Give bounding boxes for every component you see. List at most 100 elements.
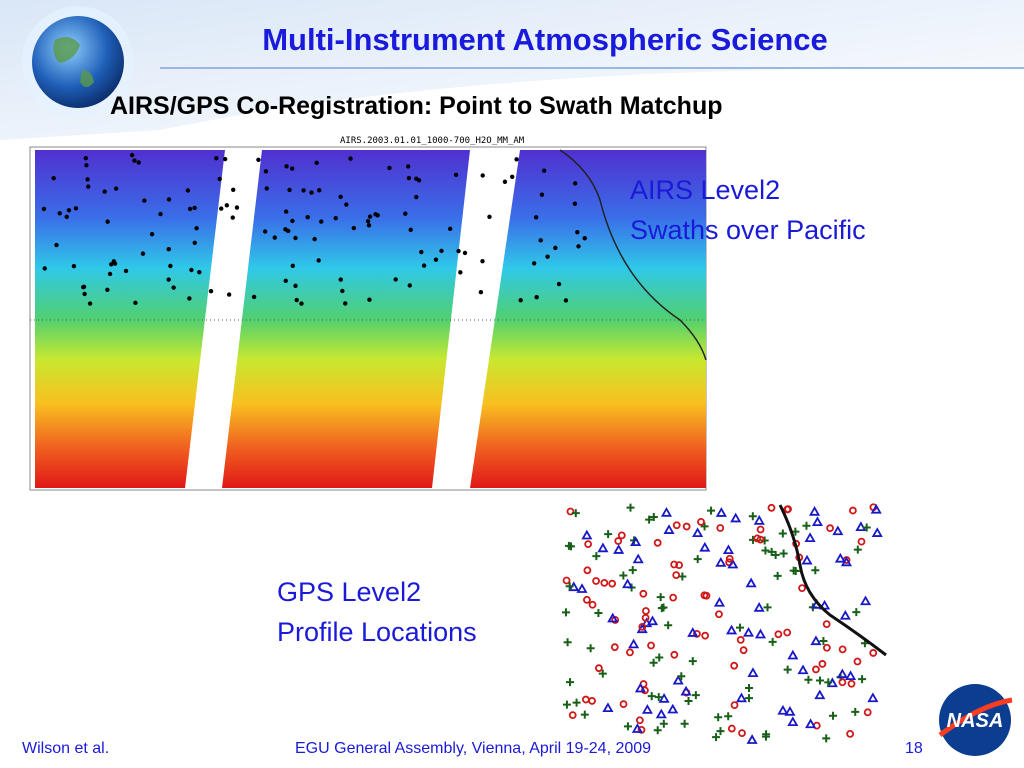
caption: AIRS Level2 Swaths over Pacific: [630, 170, 866, 250]
swath: [470, 150, 706, 488]
cloud-dot: [393, 277, 398, 282]
cloud-dot: [480, 173, 485, 178]
gps-marker: [716, 524, 725, 532]
cloud-dot: [123, 268, 129, 274]
gps-marker: [653, 538, 662, 547]
gps-marker: [677, 672, 686, 681]
gps-marker: [692, 629, 701, 638]
cloud-dot: [85, 177, 90, 182]
cloud-dot: [406, 175, 412, 181]
cloud-flags: [41, 152, 587, 306]
cloud-dot: [82, 291, 87, 297]
cloud-dot: [575, 229, 580, 235]
gps-marker: [859, 595, 872, 606]
gps-marker: [658, 692, 670, 703]
gps-marker: [659, 603, 668, 612]
gps-marker: [726, 624, 738, 635]
cloud-dot: [230, 215, 235, 220]
gps-marker: [564, 541, 573, 550]
gps-marker: [670, 650, 679, 659]
cloud-dot: [387, 165, 392, 171]
cloud-dot: [262, 229, 268, 234]
footer-event: EGU General Assembly, Vienna, April 19-2…: [295, 740, 652, 757]
cloud-dot: [57, 211, 62, 216]
gps-marker: [687, 627, 699, 637]
cloud-dot: [107, 271, 113, 277]
gps-marker: [715, 507, 727, 517]
gps-marker: [659, 719, 668, 728]
gps-marker: [562, 576, 571, 585]
gps-marker: [701, 631, 710, 640]
gps-marker: [699, 541, 711, 552]
cloud-dot: [439, 248, 444, 254]
gps-marker: [812, 665, 820, 674]
gps-marker: [630, 536, 642, 547]
gps-marker: [862, 523, 871, 532]
title: Multi-Instrument Atmospheric Science: [262, 22, 828, 57]
cloud-dot: [556, 281, 562, 287]
gps-marker: [655, 708, 667, 719]
cloud-dot: [338, 277, 343, 282]
gps-marker: [642, 607, 650, 615]
gps-marker: [610, 643, 619, 652]
cloud-dot: [333, 216, 338, 221]
gps-marker: [857, 537, 866, 546]
gps-marker: [637, 725, 646, 734]
cloud-dot: [299, 301, 304, 306]
gps-marker: [773, 571, 782, 580]
gps-marker: [621, 578, 634, 589]
caption-line: AIRS Level2: [630, 175, 781, 205]
gps-marker: [572, 698, 581, 707]
gps-marker: [638, 622, 647, 631]
gps-marker: [742, 626, 755, 637]
gps-marker: [826, 524, 834, 533]
gps-marker: [816, 676, 825, 685]
cloud-dot: [408, 227, 413, 233]
cloud-dot: [71, 264, 77, 269]
cloud-dot: [538, 238, 543, 243]
gps-marker: [664, 621, 673, 630]
gps-marker: [727, 724, 736, 733]
cloud-dot: [251, 294, 257, 300]
cloud-dot: [510, 174, 515, 180]
cloud-dot: [447, 226, 453, 232]
caption-line: Swaths over Pacific: [630, 215, 866, 245]
gps-marker: [628, 638, 640, 649]
gps-marker: [744, 683, 753, 692]
cloud-dot: [105, 287, 110, 293]
gps-marker: [805, 718, 817, 729]
cloud-dot: [348, 156, 353, 161]
cloud-dot: [166, 246, 171, 252]
gps-marker: [819, 637, 828, 646]
gps-marker: [663, 524, 675, 534]
gps-marker: [626, 503, 635, 512]
cloud-dot: [367, 214, 373, 219]
map-title: AIRS.2003.01.01_1000-700_H2O_MM_AM: [340, 136, 525, 146]
gps-marker: [771, 551, 780, 560]
cloud-dot: [403, 211, 408, 216]
cloud-dot: [113, 186, 119, 191]
gps-marker: [563, 638, 572, 647]
gps-marker: [744, 694, 753, 703]
coastline: [559, 149, 707, 361]
gps-marker: [592, 577, 600, 585]
cloud-dot: [214, 156, 219, 161]
cloud-dot: [572, 181, 578, 186]
swath: [222, 150, 470, 488]
gps-marker: [608, 579, 617, 588]
gps-marker: [700, 591, 709, 600]
cloud-dot: [54, 242, 59, 248]
cloud-dot: [133, 300, 138, 306]
gps-marker: [811, 566, 820, 575]
cloud-dot: [290, 166, 295, 171]
page-number: 18: [905, 740, 923, 757]
cloud-dot: [343, 301, 348, 306]
gps-marker: [730, 512, 742, 523]
gps-marker: [745, 577, 757, 588]
gps-marker: [832, 525, 844, 536]
header-band: [0, 0, 1024, 140]
cloud-dot: [541, 168, 547, 173]
cloud-dot: [518, 298, 523, 303]
cloud-dot: [534, 294, 539, 300]
